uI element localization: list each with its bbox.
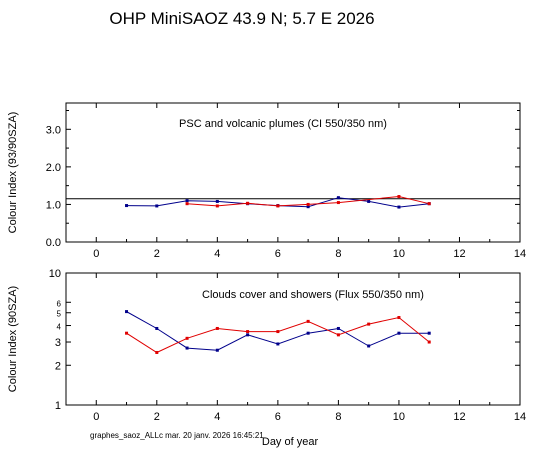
data-point — [397, 331, 401, 335]
data-point — [336, 201, 340, 205]
x-tick-label: 2 — [154, 411, 160, 423]
x-tick-label: 4 — [214, 411, 220, 423]
data-point — [246, 333, 250, 337]
series-line — [187, 195, 430, 207]
data-point — [215, 204, 219, 208]
y-tick-label: 1.0 — [46, 199, 61, 211]
panel-ci: 0 2 4 6 8 10 12 14 0.0 1.0 2.0 3.0 Colour Index (93/… — [7, 102, 526, 260]
x-tick-label: 6 — [275, 411, 281, 423]
data-point — [397, 195, 401, 199]
data-point — [427, 202, 431, 206]
data-point — [125, 331, 129, 335]
y-tick-label: 10 — [49, 268, 61, 280]
data-point — [215, 326, 219, 330]
panel-title: Clouds cover and showers (Flux 550/350 n… — [202, 289, 424, 301]
y-tick-label: 2.0 — [46, 162, 61, 174]
data-point — [336, 196, 340, 200]
data-point — [215, 348, 219, 352]
data-point — [246, 330, 250, 334]
x-tick-label: 12 — [453, 248, 465, 260]
x-tick-label: 10 — [393, 248, 405, 260]
y-tick-label: 0.0 — [46, 237, 61, 249]
data-point — [427, 331, 431, 335]
y-tick-label: 2 — [55, 360, 61, 372]
data-point — [276, 342, 280, 346]
data-point — [306, 205, 310, 209]
data-point — [125, 204, 129, 208]
y-tick-label: 4 — [57, 323, 62, 332]
x-tick-label: 2 — [154, 248, 160, 260]
data-point — [397, 316, 401, 320]
data-point — [215, 199, 219, 203]
data-point — [427, 340, 431, 344]
data-point — [367, 199, 371, 203]
data-point — [155, 350, 159, 354]
data-point — [185, 199, 189, 203]
x-tick-label: 12 — [453, 411, 465, 423]
x-tick-label: 10 — [393, 411, 405, 423]
x-tick-label: 14 — [514, 411, 526, 423]
data-point — [397, 205, 401, 209]
y-tick-label: 5 — [57, 310, 62, 319]
data-point — [155, 204, 159, 208]
x-tick-label: 8 — [335, 248, 341, 260]
x-tick-label: 8 — [335, 411, 341, 423]
data-point — [306, 319, 310, 323]
data-point — [276, 330, 280, 334]
x-tick-label: 0 — [93, 248, 99, 260]
data-point — [336, 326, 340, 330]
data-point — [185, 346, 189, 350]
data-point — [246, 201, 250, 205]
x-tick-label: 14 — [514, 248, 526, 260]
data-point — [336, 333, 340, 337]
series-line — [126, 316, 430, 354]
x-tick-label: 0 — [93, 411, 99, 423]
data-point — [185, 202, 189, 206]
y-tick-label: 3.0 — [46, 124, 61, 136]
x-axis-label: Day of year — [262, 436, 319, 448]
y-axis-label: Colour Index (93/90SZA) — [7, 112, 19, 234]
page-title: OHP MiniSAOZ 43.9 N; 5.7 E 2026 — [109, 9, 374, 28]
data-point — [367, 344, 371, 348]
data-point — [306, 331, 310, 335]
plot-frame — [65, 272, 521, 406]
data-point — [367, 322, 371, 326]
data-point — [276, 204, 280, 208]
y-tick-label: 6 — [57, 299, 62, 308]
y-axis-label: Colour Index (90SZA) — [7, 286, 19, 392]
y-tick-label: 1 — [55, 400, 61, 412]
data-point — [185, 336, 189, 340]
y-tick-label: 3 — [55, 337, 61, 349]
x-tick-label: 6 — [275, 248, 281, 260]
data-point — [155, 326, 159, 330]
panel-title: PSC and volcanic plumes (CI 550/350 nm) — [179, 118, 387, 130]
footer-text: graphes_saoz_ALLc mar. 20 janv. 2026 16:… — [90, 431, 264, 440]
plot-frame — [65, 102, 521, 243]
data-point — [125, 310, 129, 314]
x-tick-label: 4 — [214, 248, 220, 260]
data-point — [306, 202, 310, 206]
